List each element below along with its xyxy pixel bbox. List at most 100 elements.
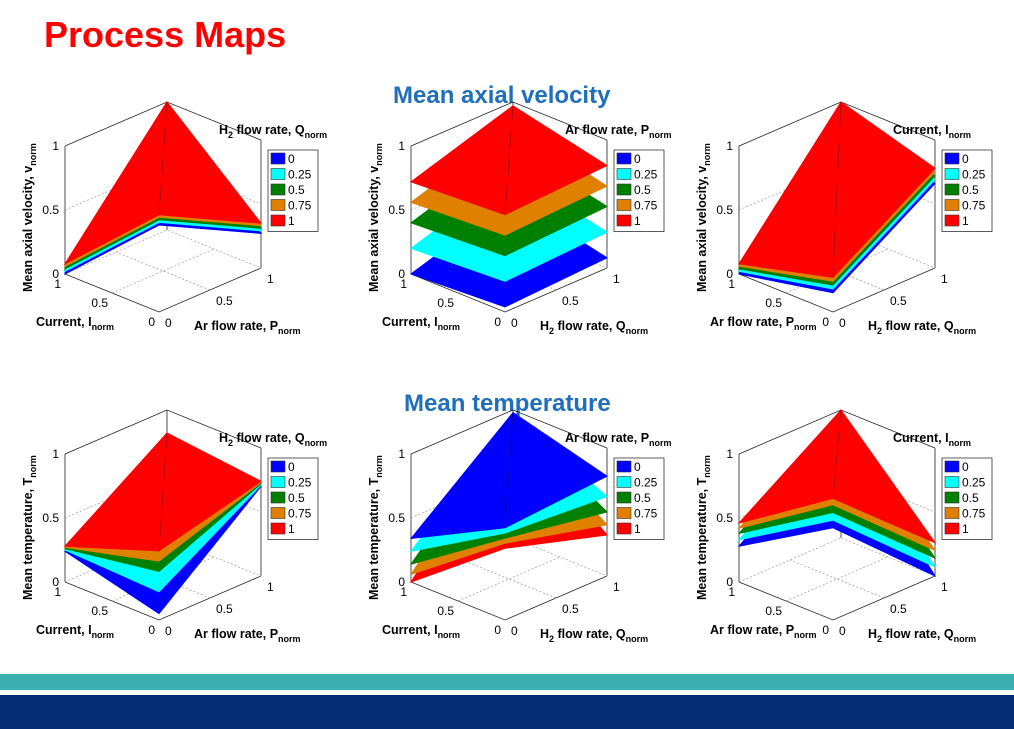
legend-swatch [270, 168, 286, 180]
legend-entry: 0 [962, 152, 969, 166]
legend-entry: 0 [288, 152, 295, 166]
z-tick-label: 1 [398, 139, 405, 153]
legend-swatch [270, 199, 286, 211]
z-axis-label: Mean axial velocity, vnorm [367, 143, 384, 292]
footer-band-navy [0, 695, 1014, 729]
legend-entry: 1 [288, 522, 295, 536]
legend-swatch [270, 507, 286, 519]
surface-ridge [832, 101, 842, 278]
legend-entry: 0 [288, 460, 295, 474]
surface-ridge [158, 433, 168, 551]
legend-entry: 0.75 [962, 507, 986, 521]
footer-band-teal [0, 674, 1014, 690]
legend-swatch [616, 476, 632, 488]
legend-entry: 0.25 [634, 476, 658, 490]
axis-label-part: H [868, 319, 877, 333]
axis-label-part: norm [278, 634, 301, 644]
surface-1 [409, 105, 609, 216]
legend-entry: 1 [962, 214, 969, 228]
legend-entry: 1 [962, 522, 969, 536]
axis-label-part: 2 [549, 326, 554, 336]
axis-label-part: flow rate, Q [233, 431, 305, 445]
axis-label-part: norm [626, 634, 649, 644]
axis-label-part: H [540, 319, 549, 333]
surfaces [63, 101, 263, 276]
legend-swatch [944, 168, 960, 180]
y-axis-label: H2 flow rate, Qnorm [868, 319, 976, 336]
axis-label-part: Ar flow rate, P [710, 623, 794, 637]
surface-1 [63, 432, 262, 552]
legend: 0 0.250.5 0.751 [613, 149, 665, 232]
axis-label-part: norm [949, 438, 972, 448]
axis-label-part: H [219, 431, 228, 445]
axis-label-part: norm [305, 130, 328, 140]
x-axis-label: Current, Inorm [36, 623, 114, 640]
axis-label-part: norm [305, 438, 328, 448]
z-tick-label: 0.5 [42, 511, 59, 525]
axis-label-part: norm [649, 130, 672, 140]
legend-swatch [944, 460, 960, 473]
y-tick-label: 0.5 [562, 602, 579, 616]
legend-entry: 0.25 [962, 476, 986, 490]
axis-label-part: Ar flow rate, P [565, 431, 649, 445]
axis-label-part: Current, I [893, 123, 949, 137]
axis-label-part: norm [954, 326, 977, 336]
z-tick-label: 0 [726, 267, 733, 281]
legend-swatch [270, 214, 286, 227]
legend-entry: 1 [634, 522, 641, 536]
legend-entry: 0.5 [288, 491, 305, 505]
y-axis-label: Ar flow rate, Pnorm [194, 627, 301, 644]
legend: 0 0.250.5 0.751 [941, 457, 993, 540]
axis-label-part: 2 [228, 438, 233, 448]
legend-swatch [944, 507, 960, 519]
z-axis-label: Mean axial velocity, vnorm [21, 143, 38, 292]
legend-swatch [616, 168, 632, 180]
x-tick-label: 1 [54, 585, 61, 599]
y-tick-label: 1 [941, 272, 948, 286]
z-tick-label: 1 [52, 139, 59, 153]
axis-label-part: norm [278, 326, 301, 336]
z-tick-label: 0.5 [388, 511, 405, 525]
axis-label-part: H [868, 627, 877, 641]
axis-label-part: 2 [549, 634, 554, 644]
y-tick-label: 0 [839, 316, 846, 330]
axis-label-part: Mean temperature, T [21, 477, 35, 600]
y-tick-label: 0 [511, 316, 518, 330]
axis-label-part: Current, I [36, 623, 92, 637]
legend-swatch [944, 152, 960, 165]
legend-swatch [616, 183, 632, 196]
z-tick-label: 0.5 [716, 511, 733, 525]
y-axis-label: H2 flow rate, Qnorm [540, 627, 648, 644]
legend-swatch [944, 183, 960, 196]
legend-title: Ar flow rate, Pnorm [565, 431, 672, 448]
axis-label-part: Mean axial velocity, v [21, 166, 35, 292]
x-tick-label: 0 [148, 315, 155, 329]
y-tick-label: 1 [613, 272, 620, 286]
y-tick-label: 1 [267, 580, 274, 594]
legend-swatch [616, 507, 632, 519]
x-axis-label: Ar flow rate, Pnorm [710, 315, 817, 332]
axis-label-part: norm [626, 326, 649, 336]
axis-label-part: norm [438, 630, 461, 640]
z-tick-label: 0 [398, 267, 405, 281]
y-tick-label: 0.5 [562, 294, 579, 308]
legend-swatch [616, 214, 632, 227]
legend-entry: 0 [962, 460, 969, 474]
y-tick-label: 0 [511, 624, 518, 638]
y-tick-label: 0 [165, 316, 172, 330]
legend-entry: 0.5 [962, 491, 979, 505]
x-axis-label: Current, Inorm [382, 623, 460, 640]
axis-label-part: 2 [877, 326, 882, 336]
axis-label-part: norm [794, 322, 817, 332]
z-axis-label: Mean temperature, Tnorm [367, 455, 384, 600]
legend-entry: 1 [288, 214, 295, 228]
x-axis-label: Current, Inorm [382, 315, 460, 332]
z-axis-label: Mean temperature, Tnorm [695, 455, 712, 600]
legend-title: Ar flow rate, Pnorm [565, 123, 672, 140]
axis-label-part: flow rate, Q [554, 319, 626, 333]
x-tick-label: 0.5 [437, 604, 454, 618]
axis-label-part: norm [949, 130, 972, 140]
